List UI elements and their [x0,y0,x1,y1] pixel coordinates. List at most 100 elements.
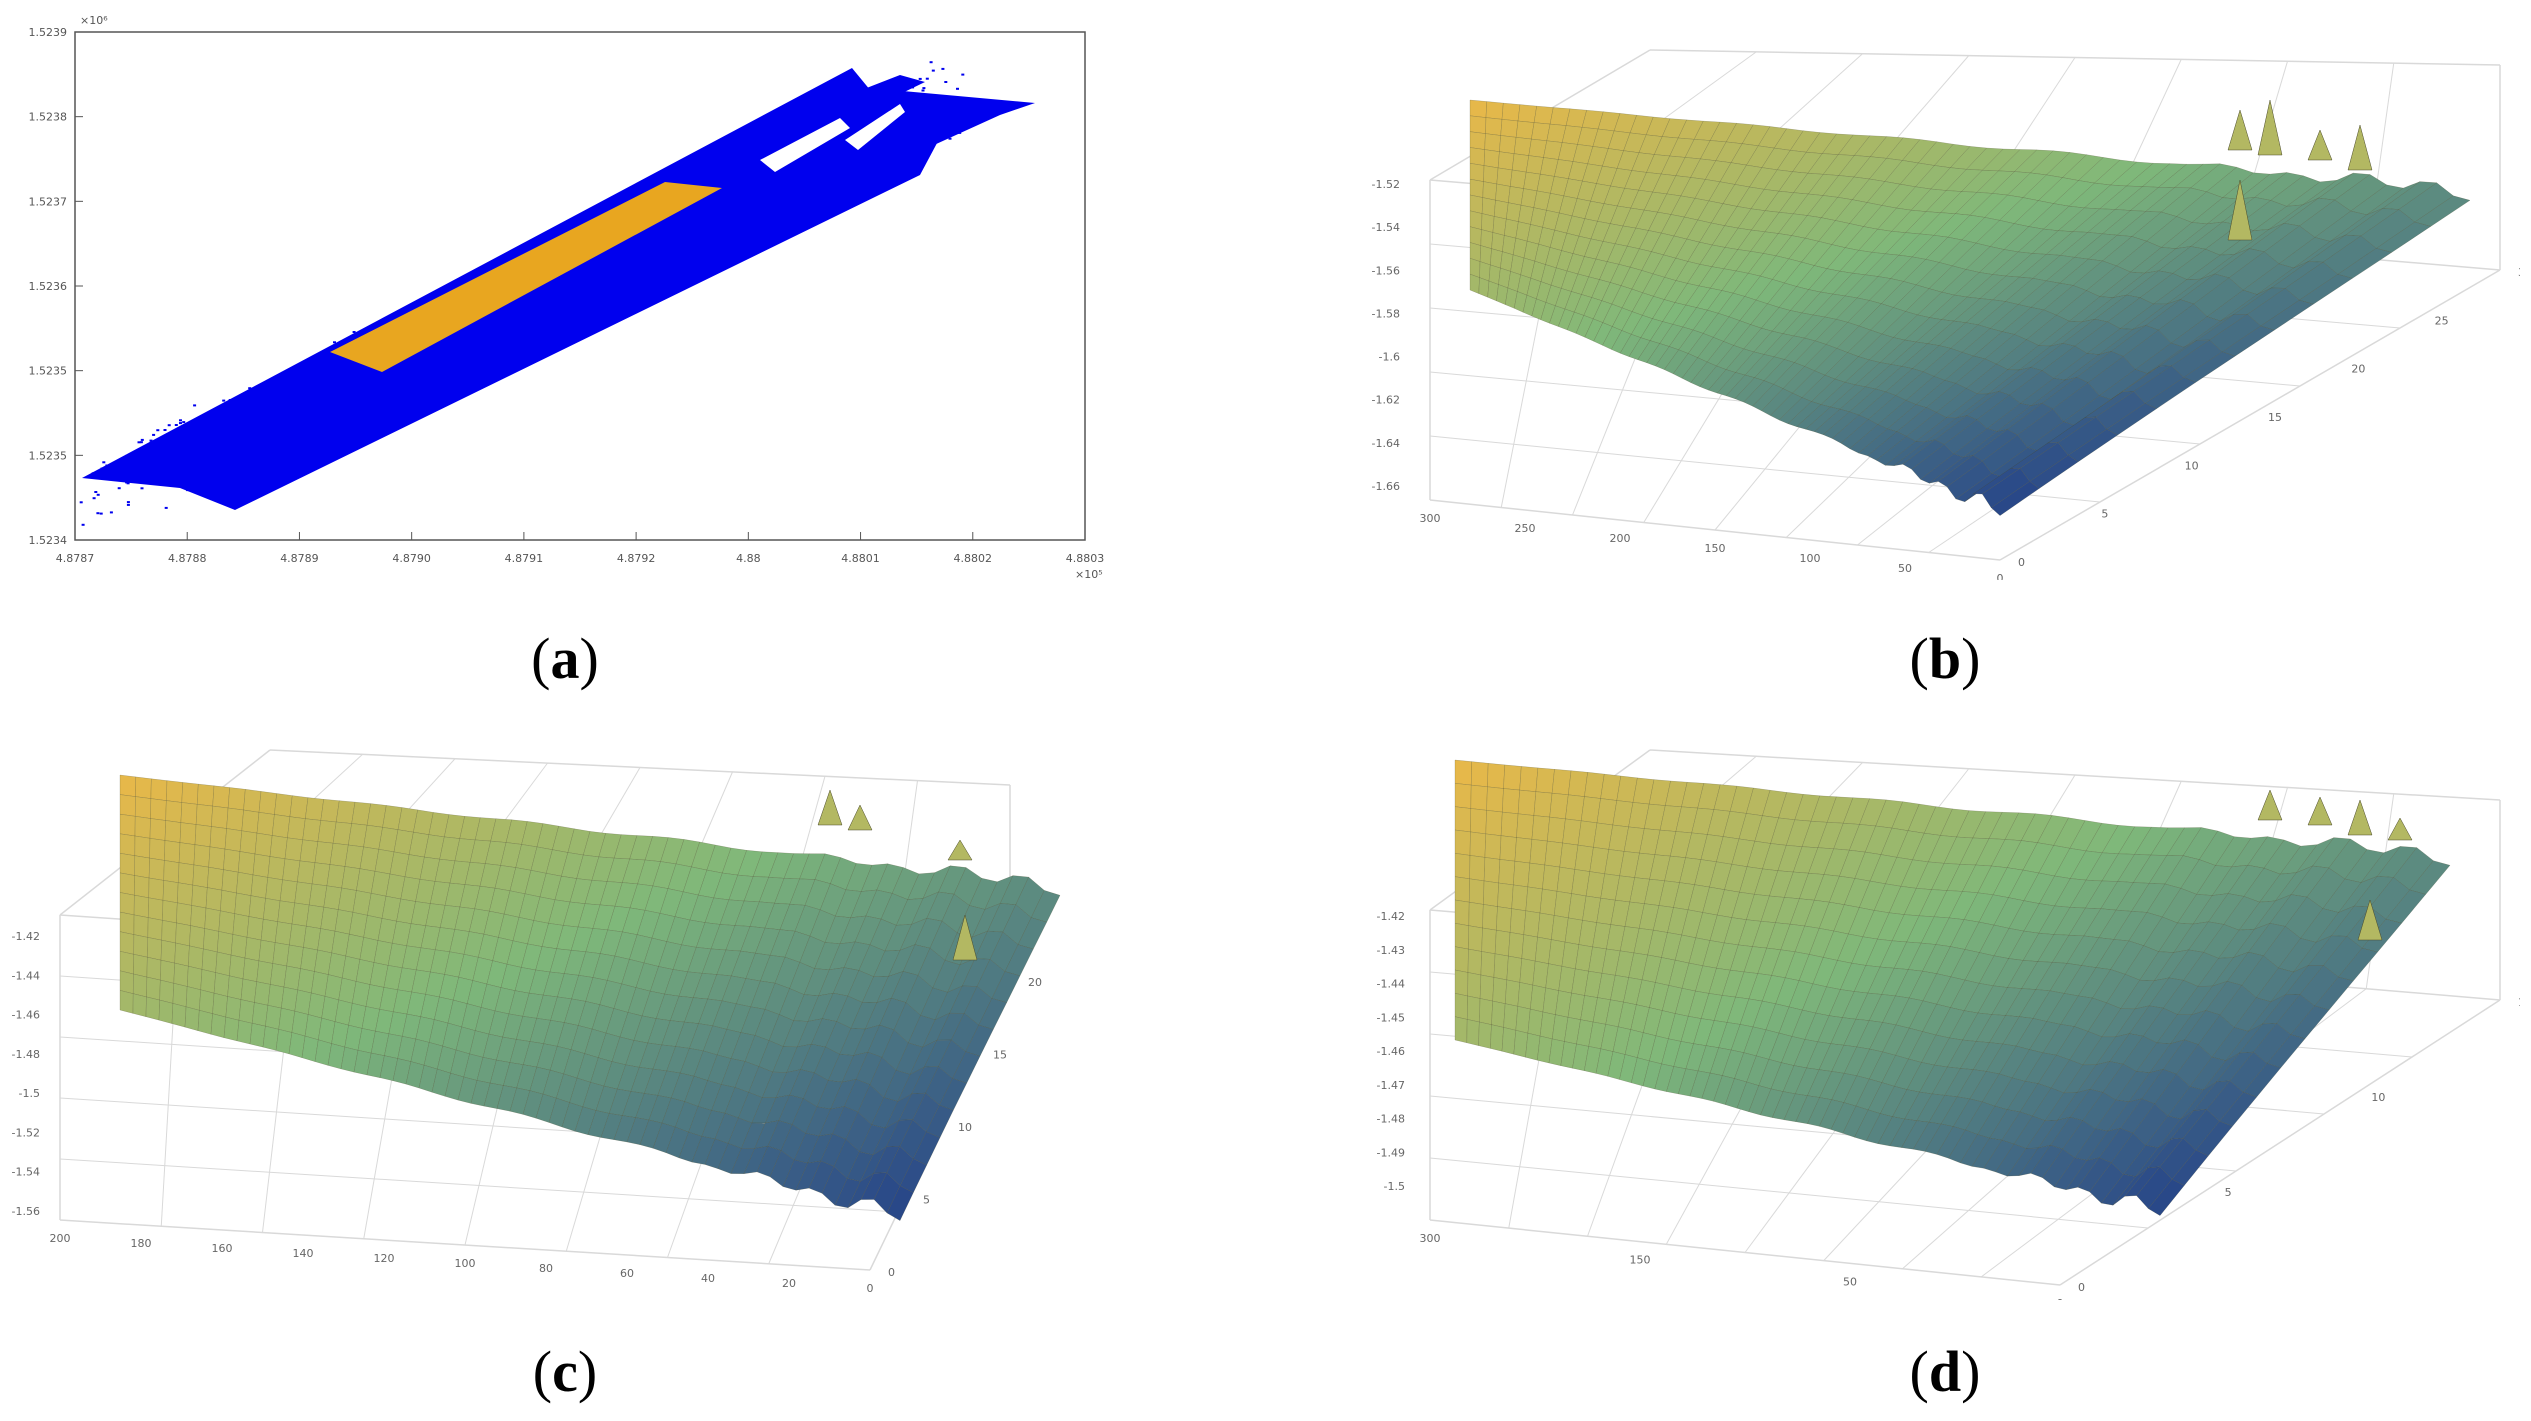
panel-c-surface-patch [134,855,150,879]
panel-b-surface-patch [1469,99,1487,118]
panel-c-y-tick-label: 15 [993,1049,1007,1062]
panel-a-point [91,472,95,475]
caption-d: (d) [1909,1339,1981,1404]
panel-a-point [491,328,495,331]
panel-a-point [706,201,710,204]
panel-a-point [440,351,444,354]
panel-c-surface-patch [197,1010,213,1035]
panel-a-point [333,341,336,344]
panel-c-z-tick-label: -1.44 [12,969,40,982]
panel-a-point [208,479,212,482]
panel-a-point [918,77,922,80]
panel-a-point [929,61,933,64]
panel-a-point [460,351,464,354]
panel-d-surface-patch [1502,788,1520,814]
panel-c-surface-patch [226,807,244,832]
panel-c-surface-patch [119,951,134,975]
panel-c-z-tick-label: -1.46 [12,1009,40,1022]
panel-a-point [791,162,794,165]
panel-d-surface-patch [1485,810,1503,836]
panel-a-point [793,129,797,132]
panel-a-point [912,137,916,140]
panel-a-point [195,467,199,470]
panel-c-surface-patch [236,1020,253,1045]
panel-c-surface-patch [175,922,191,947]
panel-c-surface-patch [275,921,293,946]
panel-a-x-tick-label: 4.8801 [841,552,880,565]
panel-a-point [174,439,178,442]
panel-c-surface-patch [282,858,301,883]
panel-d-surface-patch [1513,861,1531,888]
panel-a-point [485,331,489,334]
panel-a-point [377,372,381,375]
panel-d-surface-patch [1487,763,1505,789]
panel-c-surface-patch [119,911,135,935]
panel-b-surface-plot: -1.52 -1.54 -1.56 -1.58 -1.6 -1.62 -1.64 -1.66 3… [1372,49,2520,580]
panel-a-point [210,467,214,469]
panel-c-surface-patch [195,804,213,827]
panel-b-surface-patch [1483,149,1500,169]
panel-a-point [527,307,531,310]
panel-d-surface-patch [1490,1024,1504,1052]
panel-d-surface-patch [1493,953,1509,981]
panel-a-point [322,387,326,389]
panel-a-point [324,377,327,380]
panel-c-surface-patch [274,793,293,817]
panel-c-surface-plot: -1.42 -1.44 -1.46 -1.48 -1.5 -1.52 -1.54 -1.56 2… [12,749,1061,1295]
panel-a-point [948,137,952,140]
panel-a-point [761,193,765,196]
panel-a-point [752,177,755,180]
panel-a-point [651,251,655,254]
panel-a-point [164,506,168,509]
panel-a-point [734,177,738,180]
panel-a-point [193,404,197,407]
panel-c-surface-patch [305,797,324,821]
panel-a-point [259,431,263,434]
panel-a-point [512,317,515,320]
panel-c-surface-patch [208,846,226,870]
panel-c-surface-patch [119,872,135,896]
panel-d-tick-labels: -1.42 -1.43 -1.44 -1.45 -1.46 -1.47 -1.48 -1.49… [1377,910,2520,1300]
panel-b-y-tick-label: 0 [2018,556,2025,569]
panel-a-point [799,202,802,205]
panel-a-point [134,452,138,455]
panel-c-surface-patch [160,959,175,984]
panel-a-point [723,191,727,193]
panel-a-point [397,362,401,365]
panel-a-point [117,487,121,490]
panel-d-surface-spike [2347,799,2373,836]
panel-a-point [563,321,567,324]
panel-d-surface-patch [1454,1016,1468,1044]
panel-a-point [776,199,780,202]
panel-c-surface-patch [277,900,295,925]
panel-a-point [916,153,920,156]
panel-a-cloud-branch [805,75,925,128]
panel-b-surface-patch [1512,153,1530,173]
panel-b-surface-patch [1990,481,2040,516]
panel-d-surface-patch [1466,1019,1480,1046]
panel-d-surface-patch [1497,882,1514,909]
panel-a-point [94,491,98,493]
panel-c-surface-patch [199,989,215,1014]
panel-a-point [282,422,285,425]
panel-c-surface-patch [218,910,235,935]
panel-a-point [171,449,174,451]
panel-c-surface-patch [193,844,211,868]
panel-b-surface-patch [1469,147,1485,166]
panel-a-point [668,243,672,246]
panel-a-point [696,251,700,254]
panel-d-x-tick-label: 300 [1420,1232,1441,1245]
panel-a-point [185,468,189,471]
panel-a-point [579,274,583,277]
panel-c-surface-patch [221,869,239,894]
panel-d-surface-patch [1470,784,1488,811]
panel-a-point [122,466,126,469]
panel-c-z-tick-label: -1.5 [19,1087,40,1100]
panel-c-surface-patch [215,951,232,977]
panel-a-point [800,182,804,185]
panel-a-point [644,244,648,247]
panel-a-point [190,461,194,464]
panel-c-surface-patch [173,962,189,987]
panel-d-surface-patch [1492,977,1507,1004]
panel-a-point [156,429,160,432]
